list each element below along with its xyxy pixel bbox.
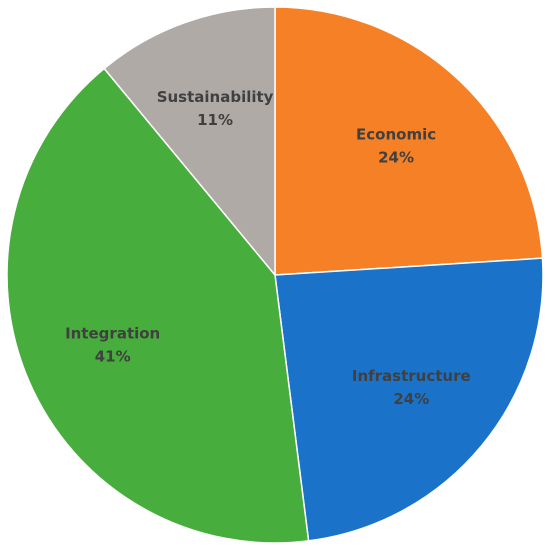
slice-value-label: 24% bbox=[393, 390, 429, 408]
slice-value-label: 11% bbox=[197, 111, 233, 129]
pie-slice bbox=[274, 257, 544, 542]
slice-label: Sustainability bbox=[157, 88, 274, 106]
slice-value-label: 41% bbox=[95, 348, 131, 366]
slice-label: Infrastructure bbox=[352, 367, 471, 385]
slice-label: Economic bbox=[356, 126, 436, 144]
slice-label: Integration bbox=[65, 325, 160, 343]
pie-slice bbox=[103, 6, 276, 278]
slice-value-label: 24% bbox=[378, 149, 414, 167]
pie-slice bbox=[6, 67, 310, 544]
pie-slice bbox=[274, 6, 544, 276]
